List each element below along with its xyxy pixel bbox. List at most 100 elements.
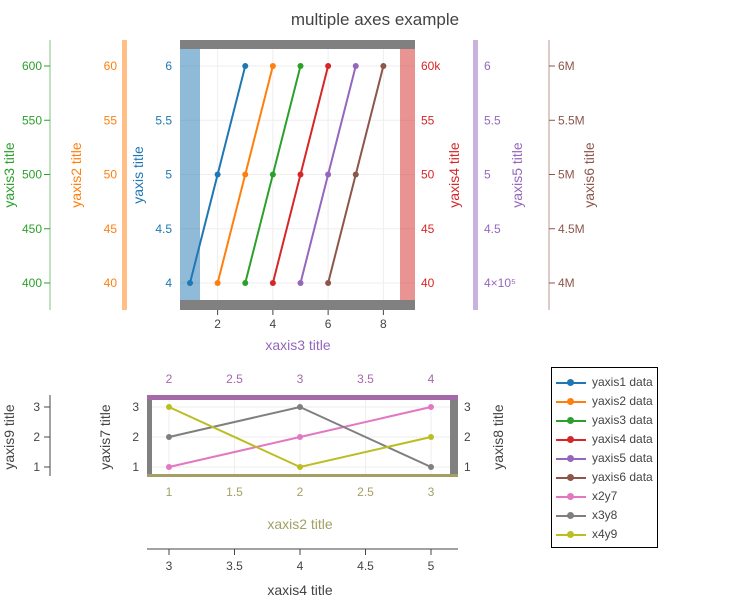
legend-item[interactable]: x2y7 [552,487,657,506]
data-point-yaxis1 [187,280,193,286]
yaxis8-line [450,400,458,474]
data-point-yaxis4 [325,63,332,69]
data-point-yaxis5 [325,171,332,178]
yaxis-tick-label: 5 [165,168,172,182]
xaxis2-tick-label: 1.5 [226,485,243,499]
legend-item[interactable]: yaxis3 data [552,411,657,430]
axis-titles: yaxis title yaxis2 title yaxis3 title yaxis… [1,142,597,598]
yaxis-tick-label: 6 [165,59,172,73]
yaxis8-title: yaxis8 title [490,404,506,470]
legend-item[interactable]: x4y9 [552,525,657,544]
xaxis-top-tick-label: 3.5 [357,372,374,386]
legend-label: yaxis3 data [592,413,653,427]
xaxis2-tick-label: 2.5 [357,485,374,499]
xaxis3-tick-label: 2 [214,317,221,331]
data-point-yaxis3 [269,171,276,178]
xaxis-top-tick-label: 4 [428,372,435,386]
yaxis5-tick-label: 4.5 [484,222,501,236]
yaxis5-tick-label: 5.5 [484,113,501,127]
yaxis9-tick-label: 1 [33,460,40,474]
yaxis2-title: yaxis2 title [68,142,84,208]
yaxis8-tick-label: 2 [464,430,471,444]
yaxis-tick-label: 5.5 [155,113,172,127]
yaxis2-tick-label: 45 [104,222,118,236]
yaxis3-title: yaxis3 title [1,142,17,208]
data-point-x3y8 [166,434,172,440]
yaxis3-tick-label: 400 [22,276,42,290]
yaxis2-tick-label: 60 [104,59,118,73]
data-point-x4y9 [428,434,434,440]
xaxis4-tick-label: 4.5 [357,559,374,573]
xaxis4-tick-label: 4 [297,559,304,573]
yaxis6-title: yaxis6 title [581,142,597,208]
xaxis-top-tick-label: 2.5 [226,372,243,386]
data-point-yaxis1 [214,171,221,178]
legend-swatch-marker [567,398,574,405]
axes [44,40,555,555]
legend-label: yaxis4 data [592,432,653,446]
legend-swatch-marker [567,493,574,500]
chart-title: multiple axes example [291,10,459,29]
xaxis3-tick-label: 4 [270,317,277,331]
legend-label: yaxis1 data [592,375,653,389]
data-point-yaxis5 [297,280,304,286]
data-point-x4y9 [297,464,303,470]
yaxis4-band [400,49,415,300]
yaxis3-tick-label: 450 [22,222,42,236]
top-axis-band [180,40,415,49]
legend-label: yaxis6 data [592,470,653,484]
yaxis7-line [147,400,152,474]
legend-item[interactable]: yaxis2 data [552,392,657,411]
yaxis7-tick-label: 3 [132,400,139,414]
yaxis4-tick-label: 40 [421,276,435,290]
yaxis3-tick-label: 600 [22,59,42,73]
legend-item[interactable]: x3y8 [552,506,657,525]
yaxis6-tick-label: 6M [558,59,575,73]
xaxis4-tick-label: 3 [166,559,173,573]
yaxis4-tick-label: 55 [421,113,435,127]
yaxis4-tick-label: 50 [421,168,435,182]
legend-label: x3y8 [592,508,618,522]
xaxis4-tick-label: 3.5 [226,559,243,573]
tick-labels: 44.555.564045505560400450500550600404550… [22,59,585,573]
legend-swatch-marker [567,474,574,481]
legend-label: x2y7 [592,489,618,503]
data-point-yaxis6 [380,63,387,69]
xaxis2-tick-label: 2 [297,485,304,499]
data-point-yaxis6 [352,171,359,178]
xaxis3-title: xaxis3 title [265,337,331,353]
xaxis2-tick-label: 1 [166,485,173,499]
data-point-x3y8 [428,464,434,470]
legend-swatch-marker [567,436,574,443]
yaxis-tick-label: 4 [165,276,172,290]
legend-swatch-marker [567,455,574,462]
legend-swatch-marker [567,531,574,538]
xaxis2-title: xaxis2 title [267,516,333,532]
xaxis2-line [147,474,458,477]
yaxis3-tick-label: 500 [22,168,42,182]
yaxis7-tick-label: 1 [132,460,139,474]
data-point-yaxis3 [242,280,249,286]
xaxis4-title: xaxis4 title [267,582,333,598]
legend-label: x4y9 [592,527,618,541]
yaxis9-tick-label: 2 [33,430,40,444]
data-point-x2y7 [297,434,303,440]
legend-label: yaxis2 data [592,394,653,408]
legend-item[interactable]: yaxis1 data [552,373,657,392]
yaxis6-tick-label: 5M [558,168,575,182]
xaxis2-tick-label: 3 [428,485,435,499]
yaxis2-line [122,40,127,310]
xaxis-top-tick-label: 3 [297,372,304,386]
legend-item[interactable]: yaxis5 data [552,449,657,468]
legend-swatch-marker [567,512,574,519]
legend-item[interactable]: yaxis4 data [552,430,657,449]
yaxis6-tick-label: 5.5M [558,113,585,127]
yaxis2-tick-label: 55 [104,113,118,127]
legend-item[interactable]: yaxis6 data [552,468,657,487]
yaxis2-tick-label: 50 [104,168,118,182]
yaxis7-tick-label: 2 [132,430,139,444]
yaxis5-tick-label: 6 [484,59,491,73]
data-point-yaxis6 [325,280,332,286]
yaxis-tick-label: 4.5 [155,222,172,236]
